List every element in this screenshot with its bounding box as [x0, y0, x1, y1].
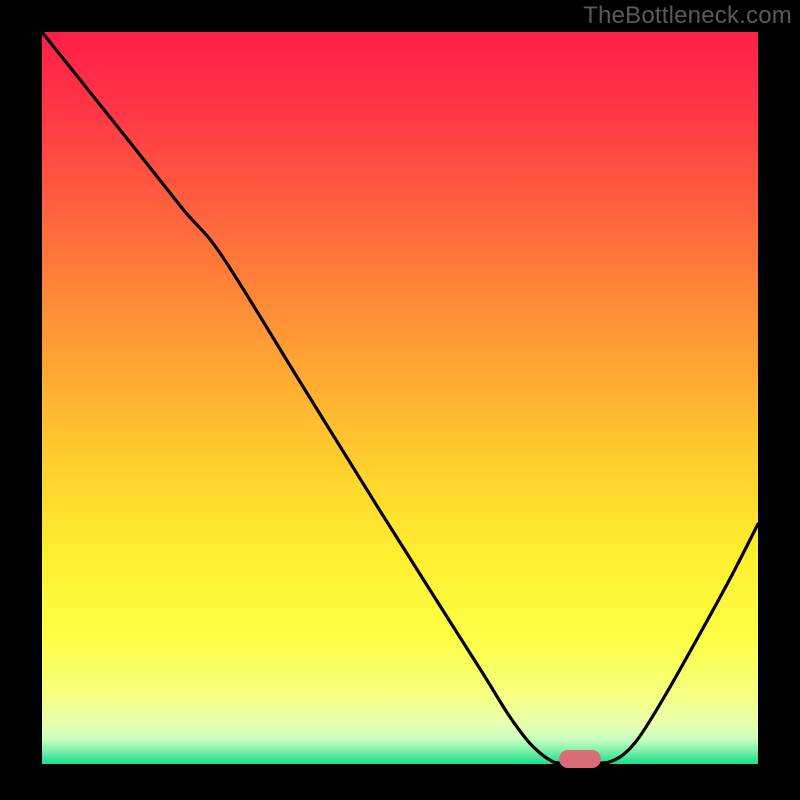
bottleneck-curve — [42, 32, 758, 764]
chart-frame: TheBottleneck.com — [0, 0, 800, 800]
plot-area — [42, 32, 758, 764]
optimum-marker — [559, 750, 601, 768]
watermark-text: TheBottleneck.com — [583, 2, 792, 30]
